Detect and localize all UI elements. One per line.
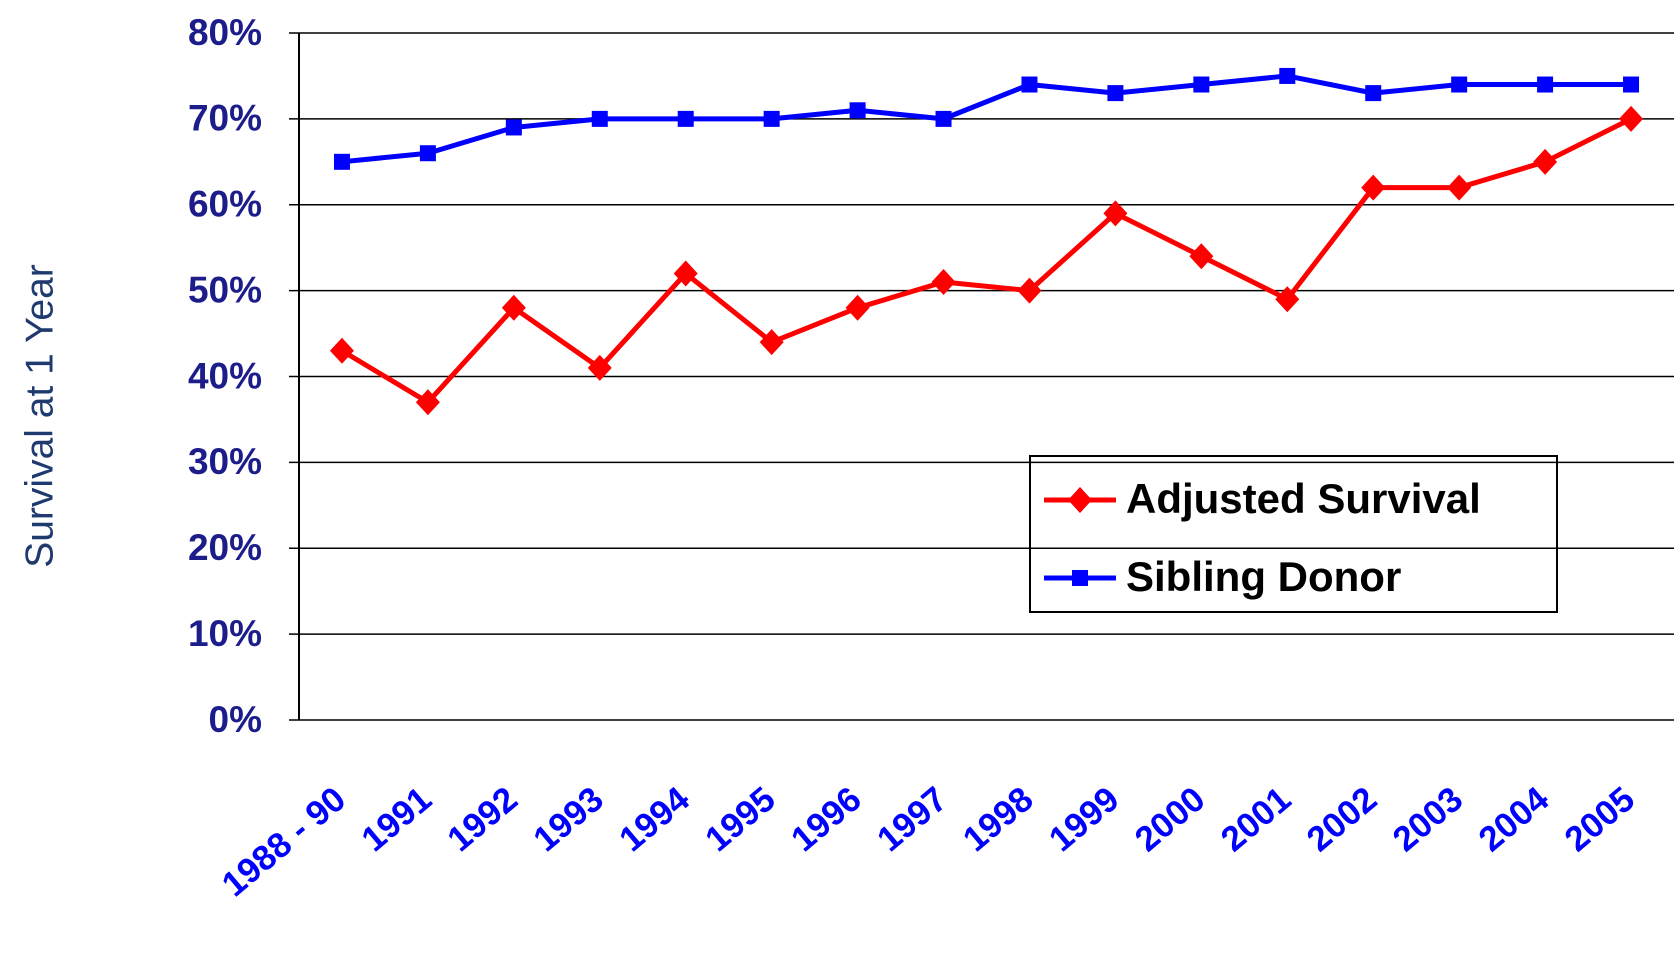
marker — [329, 337, 354, 364]
marker — [1619, 105, 1644, 132]
marker — [931, 269, 956, 296]
marker — [591, 110, 608, 127]
x-tick-label: 1999 — [1042, 779, 1127, 859]
x-tick-label: 1996 — [784, 779, 869, 859]
marker — [1107, 85, 1124, 102]
marker — [845, 294, 870, 321]
marker — [763, 110, 780, 127]
marker — [1017, 277, 1042, 304]
marker — [419, 145, 436, 162]
y-tick-label: 50% — [188, 269, 262, 310]
legend-box — [1029, 455, 1558, 613]
marker — [1279, 67, 1296, 84]
marker — [1068, 487, 1092, 513]
marker — [1072, 570, 1088, 586]
y-axis-label: Survival at 1 Year — [18, 264, 61, 568]
marker — [1189, 243, 1214, 270]
marker — [1193, 76, 1210, 93]
marker — [1103, 200, 1128, 227]
y-tick-label: 0% — [209, 699, 262, 740]
x-tick-label: 1995 — [698, 779, 783, 859]
marker — [415, 389, 440, 416]
x-tick-label: 2004 — [1471, 779, 1556, 859]
x-tick-label: 1998 — [956, 779, 1041, 859]
y-tick-label: 40% — [188, 355, 262, 396]
y-tick-label: 20% — [188, 527, 262, 568]
marker — [1451, 76, 1468, 93]
marker — [1021, 76, 1038, 93]
y-tick-label: 30% — [188, 441, 262, 482]
marker — [677, 110, 694, 127]
x-tick-label: 2005 — [1557, 779, 1642, 859]
legend-label: Adjusted Survival — [1126, 475, 1481, 522]
x-tick-label: 2003 — [1386, 779, 1471, 859]
x-tick-label: 1991 — [354, 779, 439, 859]
legend-label: Sibling Donor — [1126, 553, 1401, 600]
marker — [333, 153, 350, 170]
series-line — [341, 73, 1632, 165]
marker — [1447, 174, 1472, 201]
marker — [849, 102, 866, 119]
marker — [1361, 174, 1386, 201]
y-tick-label: 70% — [188, 98, 262, 139]
marker — [673, 260, 698, 287]
marker — [1537, 76, 1554, 93]
marker — [1623, 76, 1640, 93]
x-tick-label: 1988 - 90 — [215, 779, 353, 904]
x-tick-label: 1993 — [526, 779, 611, 859]
x-tick-label: 1992 — [440, 779, 525, 859]
y-tick-label: 80% — [188, 12, 262, 53]
marker — [505, 119, 522, 136]
y-tick-label: 60% — [188, 184, 262, 225]
marker — [1533, 148, 1558, 175]
series-line — [340, 116, 1633, 405]
marker — [935, 110, 952, 127]
x-tick-label: 2002 — [1300, 779, 1385, 859]
marker — [1275, 286, 1300, 313]
x-tick-label: 1997 — [870, 779, 955, 859]
marker — [587, 354, 612, 381]
marker — [1365, 85, 1382, 102]
marker — [759, 329, 784, 356]
x-tick-label: 2000 — [1128, 779, 1213, 859]
x-tick-label: 1994 — [612, 779, 697, 859]
marker — [501, 294, 526, 321]
y-tick-label: 10% — [188, 613, 262, 654]
x-tick-label: 2001 — [1214, 779, 1299, 859]
